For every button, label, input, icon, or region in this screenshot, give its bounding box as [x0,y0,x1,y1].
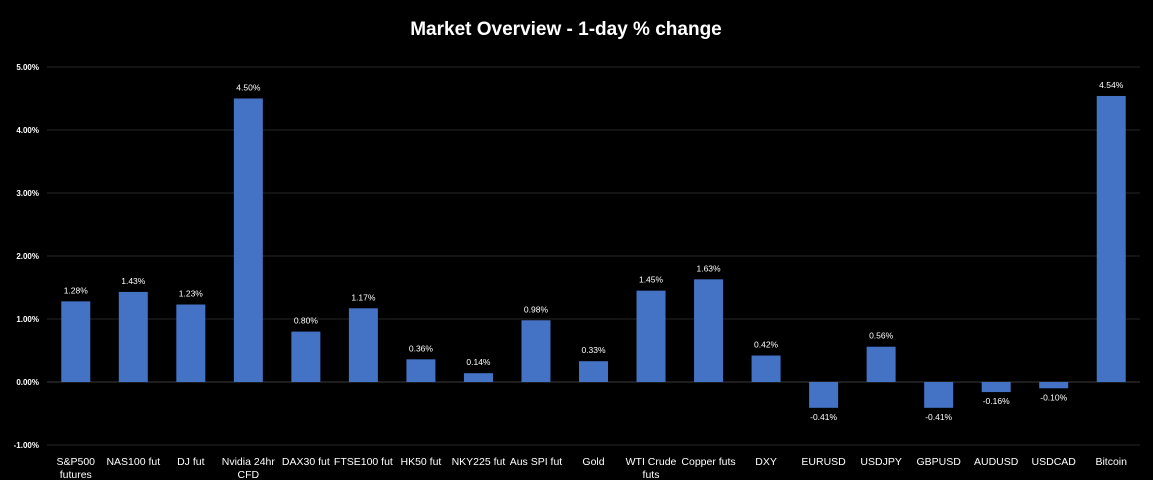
data-label: 0.14% [466,357,491,367]
x-category-label-line: GBPUSD [916,456,961,468]
data-label: 0.42% [754,340,779,350]
data-label: 4.50% [236,83,261,93]
x-category-label-line: Nvidia 24hr [222,456,276,468]
data-label: 1.17% [351,292,376,302]
x-category-label: USDJPY [860,456,901,468]
y-tick-label: -1.00% [14,441,39,450]
data-label: -0.10% [1040,392,1067,402]
bar [924,382,954,408]
x-category-label: AUDUSD [974,456,1019,468]
x-category-label: Nvidia 24hr CFD [222,456,276,480]
x-category-label: Aus SPI fut [510,456,563,468]
x-category-label-line: EURUSD [801,456,846,468]
x-category-label-line: HK50 fut [400,456,441,468]
x-category-label-line: DJ fut [177,456,205,468]
x-category-label: USDCAD [1032,456,1077,468]
bar [348,308,378,382]
chart-title: Market Overview - 1-day % change [410,19,722,40]
data-label: 0.33% [581,345,606,355]
x-category-label: DXY [755,456,777,468]
x-category-label-line: NAS100 fut [106,456,160,468]
x-category-label-line: futures [60,469,92,480]
x-category-label-line: DXY [755,456,777,468]
y-tick-label: 5.00% [16,63,39,72]
x-axis-category-labels: S&P500 futures NAS100 fut DJ fut Nvidia 24hr… [56,456,1127,480]
x-category-label-line: FTSE100 fut [334,456,393,468]
bar [809,382,839,408]
x-category-label: Bitcoin [1095,456,1127,468]
x-category-label: GBPUSD [916,456,961,468]
bars [61,95,1126,408]
bar [521,320,551,382]
x-category-label-line: CFD [238,469,260,480]
x-category-label-line: Aus SPI fut [510,456,563,468]
data-label: -0.41% [925,412,952,422]
data-label: 0.98% [524,304,549,314]
bar [291,331,321,382]
x-category-label-line: DAX30 fut [282,456,330,468]
y-axis-tick-labels: 5.00% 4.00% 3.00% 2.00% 1.00% 0.00% -1.00% [14,63,39,450]
bar [61,301,91,382]
x-category-label: S&P500 futures [56,456,95,480]
x-category-label: WTI Crude futs [626,456,677,480]
data-label: 1.45% [639,275,664,285]
x-category-label-line: AUDUSD [974,456,1019,468]
data-labels: 1.28% 1.43% 1.23% 4.50% 0.80% 1.17% 0.36% 0.14%… [64,80,1124,422]
x-category-label-line: futs [643,469,660,480]
x-category-label: DJ fut [177,456,205,468]
bar [1096,95,1126,382]
data-label: 0.56% [869,331,894,341]
bar [636,290,666,382]
data-label: 1.43% [121,276,146,286]
x-category-label-line: USDCAD [1032,456,1077,468]
x-category-label-line: USDJPY [860,456,901,468]
data-label: 0.36% [409,343,434,353]
bar [981,382,1011,393]
bar [579,361,608,382]
bar [176,304,206,382]
bar [1039,382,1069,389]
x-category-label: FTSE100 fut [334,456,393,468]
x-category-label: DAX30 fut [282,456,330,468]
x-category-label: Copper futs [681,456,735,468]
x-category-label: NKY225 fut [452,456,506,468]
data-label: 0.80% [294,316,319,326]
bar [463,373,493,382]
data-label: 1.23% [179,289,204,299]
y-tick-label: 4.00% [16,126,39,135]
x-category-label: Gold [582,456,604,468]
data-label: -0.16% [983,396,1010,406]
bar [406,359,436,382]
data-label: -0.41% [810,412,837,422]
x-category-label-line: Copper futs [681,456,735,468]
bar [751,355,781,382]
x-category-label-line: Gold [582,456,604,468]
y-tick-label: 3.00% [16,189,39,198]
x-category-label: NAS100 fut [106,456,160,468]
x-category-label: HK50 fut [400,456,441,468]
y-tick-label: 1.00% [16,315,39,324]
x-category-label-line: Bitcoin [1095,456,1127,468]
y-tick-label: 2.00% [16,252,39,261]
x-category-label-line: NKY225 fut [452,456,506,468]
data-label: 1.28% [64,285,89,295]
bar [866,346,896,382]
x-category-label-line: S&P500 [56,456,95,468]
x-category-label: EURUSD [801,456,846,468]
bar [233,98,263,382]
data-label: 1.63% [696,263,721,273]
x-category-label-line: WTI Crude [626,456,677,468]
data-label: 4.54% [1099,80,1124,90]
bar [694,279,724,382]
bar [118,291,148,382]
y-tick-label: 0.00% [16,378,39,387]
